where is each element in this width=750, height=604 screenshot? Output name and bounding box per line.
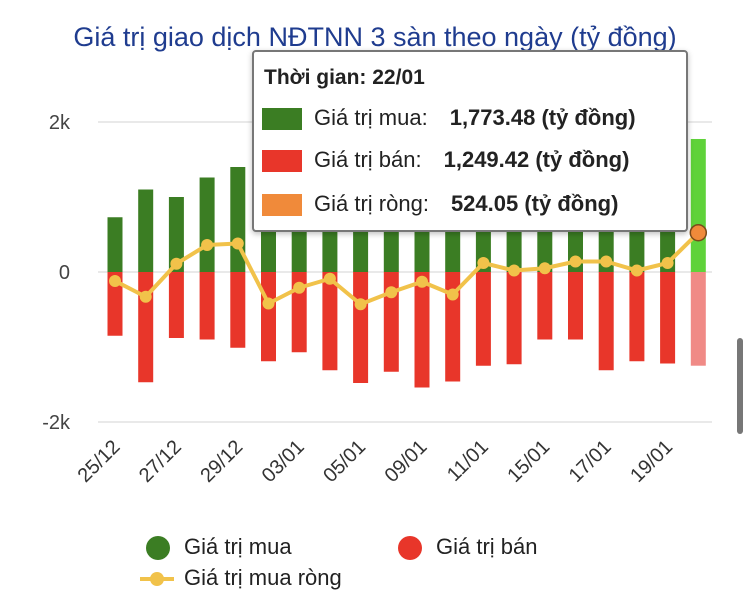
legend-item-buy[interactable]: Giá trị mua: [146, 534, 292, 561]
net-point[interactable]: [416, 275, 428, 288]
legend-buy-dot-icon: [146, 536, 170, 561]
sell-bar[interactable]: [598, 272, 614, 371]
net-point[interactable]: [446, 288, 459, 301]
x-tick-label: 25/12: [74, 436, 125, 487]
net-point[interactable]: [385, 286, 398, 299]
net-point[interactable]: [508, 264, 521, 277]
sell-bar[interactable]: [168, 272, 184, 338]
sell-bar[interactable]: [353, 272, 369, 383]
net-point[interactable]: [170, 257, 183, 270]
net-point[interactable]: [689, 223, 708, 242]
sell-bar[interactable]: [690, 272, 706, 366]
tooltip-row-sell: Giá trị bán: 1,249.42 (tỷ đồng): [262, 146, 629, 174]
net-point[interactable]: [231, 237, 244, 250]
buy-bar[interactable]: [168, 197, 184, 272]
tooltip-title: Thời gian: 22/01: [264, 66, 425, 89]
tooltip-row-buy: Giá trị mua: 1,773.48 (tỷ đồng): [262, 104, 636, 132]
sell-bar[interactable]: [322, 272, 338, 371]
legend-sell-dot-icon: [398, 536, 422, 561]
sell-bar[interactable]: [414, 272, 430, 388]
tooltip-buy-swatch: [262, 108, 302, 131]
x-tick-label: 09/01: [381, 436, 432, 487]
y-tick-label: 2k: [49, 112, 71, 134]
sell-bar[interactable]: [199, 272, 215, 340]
net-point[interactable]: [354, 298, 367, 311]
tooltip-sell-value: 1,249.42 (tỷ đồng): [443, 147, 630, 172]
legend-item-net[interactable]: Giá trị mua ròng: [140, 565, 342, 591]
sell-bar[interactable]: [506, 272, 522, 365]
sell-bar[interactable]: [383, 272, 399, 372]
buy-bar[interactable]: [138, 189, 154, 273]
buy-bar[interactable]: [199, 177, 215, 273]
y-tick-label: -2k: [42, 412, 71, 434]
sell-bar[interactable]: [475, 272, 491, 366]
net-point[interactable]: [538, 262, 551, 275]
sell-bar[interactable]: [230, 272, 246, 348]
net-point[interactable]: [600, 255, 613, 268]
net-point[interactable]: [569, 255, 582, 268]
tooltip-buy-label: Giá trị mua:: [314, 105, 428, 130]
sell-bar[interactable]: [568, 272, 583, 340]
buy-bar[interactable]: [107, 217, 123, 272]
tooltip-sell-swatch: [262, 150, 302, 173]
net-point[interactable]: [477, 257, 490, 269]
vertical-scrollbar[interactable]: [737, 338, 743, 434]
tooltip-buy-value: 1,773.48 (tỷ đồng): [449, 105, 636, 130]
sell-bar[interactable]: [445, 272, 461, 382]
x-tick-label: 11/01: [443, 436, 493, 486]
tooltip-sell-label: Giá trị bán:: [314, 147, 422, 172]
x-tick-label: 15/01: [503, 436, 554, 487]
x-tick-label: 19/01: [626, 436, 677, 487]
chart-tooltip: Thời gian: 22/01 Giá trị mua: 1,773.48 (t…: [252, 50, 688, 232]
tooltip-net-value: 524.05 (tỷ đồng): [450, 191, 619, 216]
x-axis-ticks: 25/12 27/12 29/12 03/01 05/01 09/01 11/01 15/01…: [74, 436, 678, 487]
net-point[interactable]: [201, 239, 214, 251]
x-tick-label: 27/12: [135, 436, 186, 487]
x-tick-label: 29/12: [196, 436, 247, 487]
sell-bar[interactable]: [107, 272, 123, 336]
net-point[interactable]: [109, 275, 121, 287]
y-axis-ticks: 2k 0 -2k: [42, 112, 71, 434]
x-tick-label: 03/01: [258, 436, 309, 487]
x-tick-label: 17/01: [565, 436, 616, 487]
legend-net-line-icon: [140, 567, 174, 591]
legend-net-label: Giá trị mua ròng: [184, 565, 342, 590]
legend-sell-label: Giá trị bán: [436, 534, 538, 559]
sell-bar[interactable]: [629, 272, 645, 362]
tooltip-net-swatch: [262, 194, 302, 217]
net-point[interactable]: [630, 264, 643, 277]
sell-bar[interactable]: [537, 272, 553, 340]
tooltip-row-net: Giá trị ròng: 524.05 (tỷ đồng): [262, 190, 618, 218]
net-point[interactable]: [262, 297, 275, 310]
buy-bar[interactable]: [690, 138, 706, 272]
legend-buy-label: Giá trị mua: [184, 534, 292, 559]
net-point[interactable]: [323, 272, 336, 285]
sell-bars-series[interactable]: [107, 272, 706, 388]
x-tick-label: 05/01: [319, 436, 370, 487]
sell-bar[interactable]: [660, 272, 676, 364]
net-point[interactable]: [661, 257, 674, 269]
net-point[interactable]: [293, 281, 306, 294]
chart-title: Giá trị giao dịch NĐTNN 3 sàn theo ngày …: [73, 22, 677, 52]
net-line-series[interactable]: [109, 223, 708, 311]
tooltip-net-label: Giá trị ròng:: [314, 191, 429, 216]
y-tick-label: 0: [59, 262, 70, 284]
legend-item-sell[interactable]: Giá trị bán: [398, 534, 538, 561]
net-point[interactable]: [139, 290, 152, 303]
sell-bar[interactable]: [261, 272, 276, 362]
